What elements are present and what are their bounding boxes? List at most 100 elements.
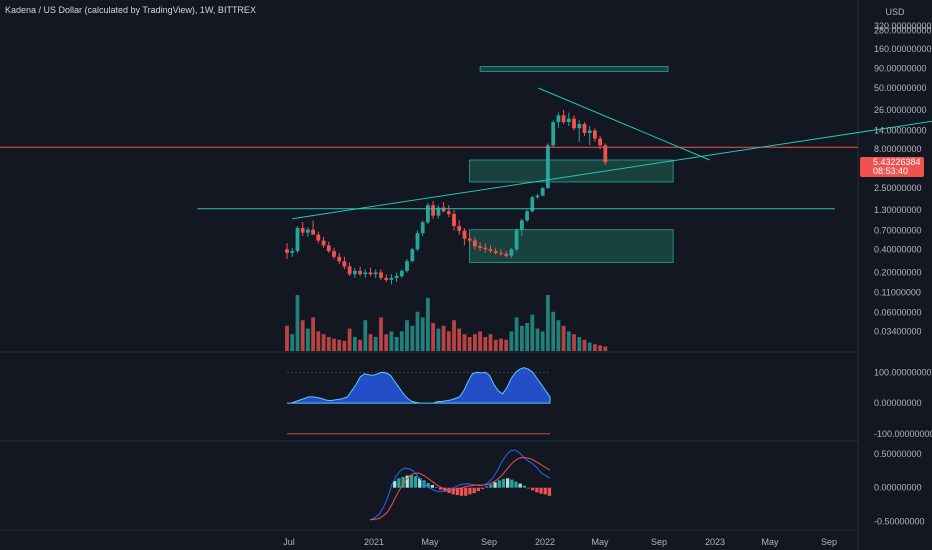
volume-bar	[540, 331, 545, 351]
volume-bar	[290, 334, 295, 351]
osc2-histogram-bar	[472, 487, 476, 494]
volume-bar	[426, 297, 430, 351]
drawings-layer	[0, 87, 932, 220]
volume-bar	[535, 328, 540, 351]
price-tick-label: 320.00000000	[874, 21, 932, 31]
candle-body	[347, 266, 352, 275]
candle-body	[295, 227, 300, 252]
volume-bar	[603, 346, 608, 351]
price-tick-label: 280.00000000	[874, 25, 932, 35]
price-tick-label: 90.00000000	[874, 63, 927, 73]
candle-body	[342, 261, 347, 267]
time-tick-label: 2023	[705, 537, 725, 547]
volume-bar	[525, 323, 529, 351]
candle-body	[399, 270, 404, 277]
price-tick-label: 0.06000000	[874, 308, 922, 318]
volume-bar	[363, 320, 368, 351]
osc2-histogram-bar	[401, 476, 405, 488]
osc2-histogram-bar	[405, 475, 409, 488]
candle-body	[441, 207, 446, 212]
osc2-histogram-bar	[522, 485, 526, 488]
candle-body	[363, 272, 368, 275]
volume-bar	[520, 325, 524, 351]
candle-countdown: 08:53:40	[873, 166, 908, 176]
volume-bar	[546, 295, 550, 351]
osc2-tick-label: 0.50000000	[874, 449, 922, 459]
candle-body	[436, 207, 441, 216]
volume-bar	[321, 334, 326, 351]
last-price-tag	[860, 157, 924, 177]
osc2-histogram-bar	[439, 487, 443, 490]
support-zone-middle	[469, 159, 674, 183]
volume-bar	[582, 339, 587, 351]
osc2-histogram-bar	[459, 487, 464, 496]
price-tick-label: 14.00000000	[874, 126, 927, 136]
osc2-histogram-bar	[518, 483, 522, 488]
volume-bar	[306, 328, 310, 351]
volume-bar	[379, 317, 383, 351]
volume-bar	[332, 338, 336, 351]
osc2-histogram-bar	[489, 484, 493, 488]
osc2-histogram-bar	[413, 476, 418, 488]
candle-body	[311, 229, 315, 235]
oscillator-2-layer: 0.50000000 0.00000000 -0.50000000	[369, 449, 925, 526]
price-tick-label: 0.40000000	[874, 244, 922, 254]
volume-bar	[509, 331, 514, 351]
osc2-histogram-bar	[480, 487, 485, 489]
candle-body	[326, 245, 331, 252]
volume-bar	[593, 344, 597, 351]
osc2-histogram-bar	[535, 487, 539, 493]
osc2-histogram-bar	[547, 487, 552, 496]
candle-body	[582, 124, 587, 133]
osc2-histogram-bar	[397, 478, 401, 488]
candle-body	[499, 252, 503, 254]
volume-bar	[577, 337, 582, 351]
osc1-area	[287, 367, 551, 404]
candle-body	[415, 233, 420, 250]
candle-body	[373, 272, 378, 275]
osc2-histogram-bar	[409, 474, 413, 488]
time-tick-label: Jul	[283, 537, 295, 547]
time-tick-label: Sep	[481, 537, 497, 547]
osc2-histogram-bar	[426, 483, 430, 488]
volume-bar	[436, 328, 441, 351]
candle-body	[473, 240, 477, 247]
osc2-tick-label: -0.50000000	[874, 516, 925, 526]
volume-bar	[556, 320, 561, 351]
osc2-histogram-bar	[539, 487, 543, 494]
volume-bar	[337, 339, 342, 351]
chart-title: Kadena / US Dollar (calculated by Tradin…	[5, 5, 256, 15]
candle-body	[410, 249, 415, 262]
volume-bar	[311, 317, 315, 351]
time-axis-ticks[interactable]: Jul 2021 May Sep 2022 May Sep 2023 May Sep	[283, 537, 837, 547]
volume-bar	[566, 331, 571, 351]
candle-body	[520, 220, 524, 230]
candle-body	[587, 130, 592, 133]
oscillator-1-layer: 100.00000000 0.00000000 -100.00000000	[287, 367, 932, 439]
osc2-histogram-bar	[543, 487, 547, 495]
volume-layer	[285, 295, 608, 351]
candle-body	[572, 118, 576, 129]
osc2-histogram-bar	[526, 487, 531, 489]
osc2-histogram-bar	[514, 481, 518, 488]
price-tick-label: 0.03400000	[874, 327, 922, 337]
volume-bar	[467, 337, 472, 351]
volume-bar	[394, 337, 399, 351]
price-tick-label: 0.11000000	[874, 288, 921, 298]
candle-body	[535, 195, 540, 198]
volume-bar	[415, 311, 420, 351]
volume-bar	[353, 337, 357, 351]
time-tick-label: May	[761, 537, 779, 547]
volume-bar	[300, 320, 305, 351]
candle-body	[483, 247, 488, 250]
candle-body	[285, 249, 289, 253]
target-zone-upper	[479, 66, 669, 72]
price-tick-label: 160.00000000	[874, 44, 932, 54]
osc2-histogram-bar	[468, 487, 472, 495]
time-tick-label: May	[591, 537, 609, 547]
volume-bar	[399, 331, 404, 351]
candle-body	[525, 211, 529, 221]
